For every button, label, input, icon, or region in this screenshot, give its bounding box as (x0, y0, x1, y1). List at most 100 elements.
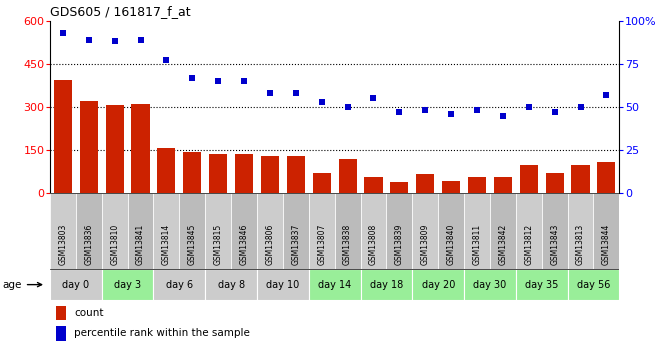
Point (109, 39, 120, 44)
Bar (102, 193, 128, 269)
Text: day 18: day 18 (370, 280, 403, 289)
Text: day 0: day 0 (62, 280, 89, 289)
Text: GSM13811: GSM13811 (472, 224, 482, 265)
Point (575, 104, 586, 110)
Bar (312, 172, 331, 193)
Text: GSM13839: GSM13839 (395, 224, 404, 265)
Bar (412, 193, 438, 269)
Bar (235, 155, 253, 193)
Point (316, 99, 327, 105)
Point (472, 108, 482, 113)
Text: day 30: day 30 (474, 280, 507, 289)
Text: GSM13845: GSM13845 (188, 224, 197, 265)
Text: day 3: day 3 (114, 280, 141, 289)
Text: day 14: day 14 (318, 280, 351, 289)
Bar (309, 193, 334, 269)
Text: day 20: day 20 (422, 280, 455, 289)
Bar (567, 193, 593, 269)
Bar (468, 177, 486, 193)
Text: GSM13814: GSM13814 (162, 224, 171, 265)
Point (368, 96, 379, 101)
Bar (390, 182, 408, 193)
Text: GSM13844: GSM13844 (602, 224, 611, 265)
Text: GSM13803: GSM13803 (59, 224, 67, 265)
Text: percentile rank within the sample: percentile rank within the sample (75, 328, 250, 338)
Point (290, 90, 301, 96)
Bar (106, 105, 124, 193)
Bar (54, 80, 72, 193)
Text: GSM13815: GSM13815 (214, 224, 222, 265)
Bar (416, 174, 434, 193)
Text: GSM13838: GSM13838 (343, 224, 352, 265)
Bar (593, 193, 619, 269)
Bar (334, 193, 360, 269)
Bar (80, 101, 98, 193)
Bar (309, 269, 360, 300)
Bar (50, 269, 102, 300)
Bar (386, 193, 412, 269)
Bar (157, 148, 175, 193)
Bar (76, 193, 102, 269)
Text: GSM13841: GSM13841 (136, 224, 145, 265)
Text: GSM13837: GSM13837 (291, 224, 300, 265)
Bar (205, 193, 231, 269)
Text: day 10: day 10 (266, 280, 300, 289)
Bar (257, 269, 309, 300)
Text: GSM13836: GSM13836 (85, 224, 93, 265)
Bar (128, 193, 153, 269)
Bar (257, 193, 283, 269)
Bar (50, 193, 76, 269)
Bar (364, 177, 382, 193)
Bar (597, 162, 615, 193)
Text: day 6: day 6 (166, 280, 193, 289)
Bar (438, 193, 464, 269)
Bar (519, 165, 538, 193)
Point (161, 58, 172, 63)
Text: GSM13810: GSM13810 (110, 224, 119, 265)
Bar (516, 193, 541, 269)
Bar (360, 193, 386, 269)
Point (57, 30, 68, 36)
Bar (490, 193, 516, 269)
Text: GSM13846: GSM13846 (240, 224, 248, 265)
Bar (516, 269, 567, 300)
Point (420, 108, 431, 113)
Bar (545, 172, 563, 193)
Bar (231, 193, 257, 269)
Bar (338, 159, 357, 193)
Bar (102, 269, 153, 300)
Bar (56, 306, 66, 320)
Point (135, 37, 146, 42)
Bar (179, 193, 205, 269)
Text: GSM13808: GSM13808 (369, 224, 378, 265)
Text: GSM13812: GSM13812 (524, 224, 533, 265)
Bar (131, 104, 150, 193)
Point (523, 104, 534, 110)
Point (213, 78, 224, 84)
Point (342, 104, 353, 110)
Text: day 56: day 56 (577, 280, 610, 289)
Point (601, 92, 612, 98)
Text: day 35: day 35 (525, 280, 558, 289)
Text: GSM13843: GSM13843 (550, 224, 559, 265)
Bar (261, 156, 279, 193)
Point (187, 75, 198, 80)
Point (498, 113, 508, 118)
Text: count: count (75, 308, 104, 318)
Bar (56, 326, 66, 341)
Bar (464, 269, 516, 300)
Bar (464, 193, 490, 269)
Text: GSM13806: GSM13806 (266, 224, 274, 265)
Text: GSM13840: GSM13840 (447, 224, 456, 265)
Bar (209, 154, 227, 193)
Point (264, 90, 275, 96)
Point (549, 109, 560, 115)
Bar (360, 269, 412, 300)
Text: day 8: day 8 (218, 280, 244, 289)
Bar (412, 269, 464, 300)
Bar (153, 269, 205, 300)
Text: GSM13809: GSM13809 (421, 224, 430, 265)
Text: GSM13807: GSM13807 (317, 224, 326, 265)
Text: GDS605 / 161817_f_at: GDS605 / 161817_f_at (50, 5, 190, 18)
Text: age: age (3, 280, 42, 289)
